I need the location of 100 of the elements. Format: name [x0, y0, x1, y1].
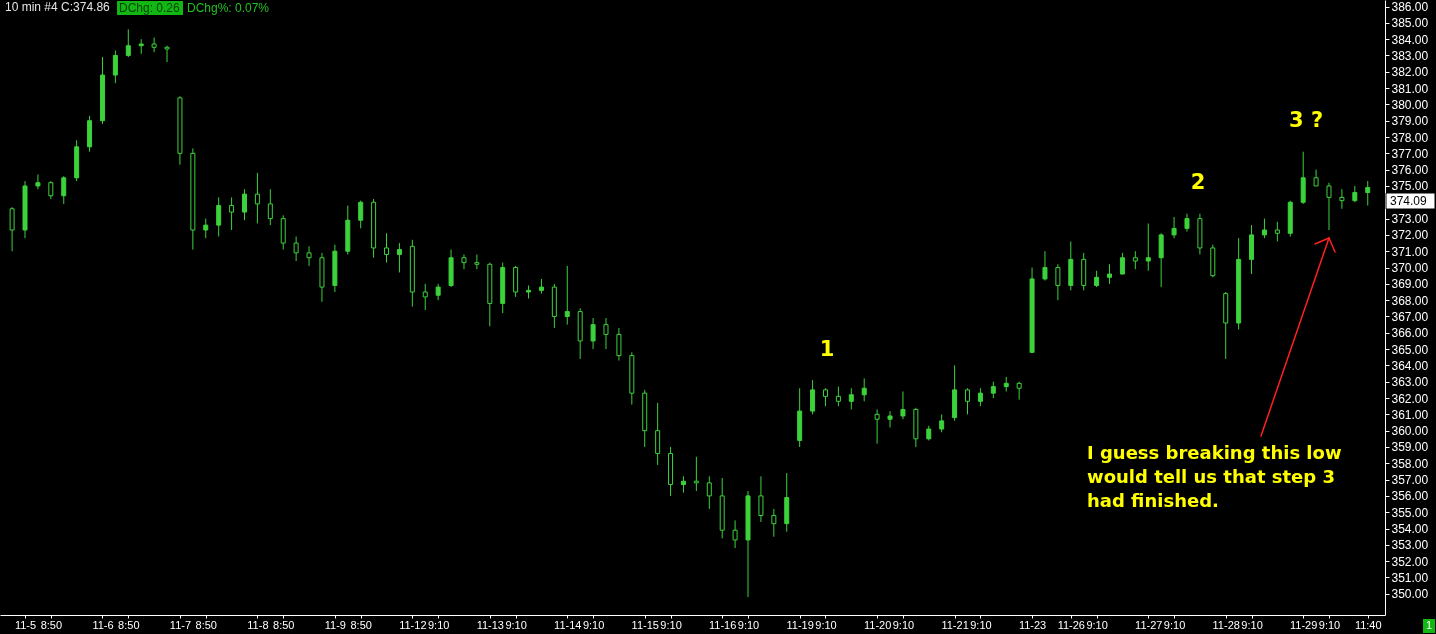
candlestick: [616, 327, 622, 362]
candlestick: [306, 245, 312, 267]
candlestick: [125, 28, 131, 58]
candlestick: [1042, 250, 1048, 282]
y-tick-label: 367.00: [1391, 309, 1429, 324]
annotation: 1: [819, 337, 835, 361]
y-tick-label: 352.00: [1391, 554, 1429, 569]
x-tick-label: 11-21: [941, 618, 969, 631]
y-tick-label: 355.00: [1391, 505, 1429, 520]
y-tick-label: 351.00: [1391, 570, 1429, 585]
annotation: 3 ?: [1288, 108, 1324, 132]
candlestick: [422, 283, 428, 311]
candlestick: [9, 206, 15, 252]
annotation: 2: [1190, 170, 1206, 194]
y-tick-label: 377.00: [1391, 146, 1429, 161]
chart-title: 10 min #4 C:374.86: [5, 0, 111, 14]
x-tick-label: 11-13: [476, 618, 504, 631]
text: 374.09: [1390, 194, 1428, 208]
candlestick: [1107, 263, 1113, 285]
annotation: DChg: 0.26: [119, 1, 181, 15]
candlestick: [771, 508, 777, 538]
candlestick: [396, 242, 402, 273]
x-tick-label: 11-20: [863, 618, 892, 631]
y-tick-label: 383.00: [1391, 48, 1429, 63]
candlestick: [1274, 221, 1280, 242]
y-tick-label: 376.00: [1391, 163, 1429, 178]
y-tick-label: 372.00: [1391, 228, 1429, 243]
candlestick: [706, 475, 712, 510]
candlestick: [203, 218, 209, 239]
y-tick-label: 359.00: [1391, 440, 1429, 455]
x-tick-label: 9:10: [582, 618, 605, 631]
candlestick: [151, 37, 157, 53]
x-tick-label: 11-16: [709, 618, 737, 631]
y-tick-label: 366.00: [1391, 326, 1429, 341]
candlestick: [900, 391, 906, 420]
x-tick-label: 8:50: [273, 618, 295, 631]
candlestick: [758, 475, 764, 523]
y-tick-label: 365.00: [1391, 342, 1429, 357]
annotation: DChg%: 0.07%: [187, 1, 270, 15]
candlestick: [693, 456, 699, 492]
candlestick: [810, 379, 816, 415]
candlestick: [603, 317, 609, 350]
candlestick: [590, 317, 596, 350]
y-tick-label: 370.00: [1391, 261, 1429, 276]
candlestick: [1119, 252, 1125, 275]
x-tick-label: 9:10: [1318, 618, 1341, 631]
candlestick: [655, 402, 661, 466]
y-tick-label: 382.00: [1391, 65, 1429, 80]
candlestick: [1055, 263, 1061, 301]
x-tick-label: 8:50: [195, 618, 217, 631]
x-tick-label: 11-29: [1290, 618, 1318, 631]
y-tick-label: 378.00: [1391, 130, 1429, 145]
candlestick: [1171, 216, 1177, 239]
y-tick-label: 375.00: [1391, 179, 1429, 194]
x-tick-label: 11-28: [1212, 618, 1240, 631]
x-tick-label: 9:10: [737, 618, 760, 631]
y-tick-label: 386.00: [1391, 0, 1429, 15]
x-tick-label: 9:10: [660, 618, 682, 631]
candlestick: [254, 172, 260, 224]
candlestick: [874, 408, 880, 445]
y-tick-label: 354.00: [1391, 522, 1429, 537]
candlestick: [861, 377, 867, 402]
candlestick: [384, 232, 390, 264]
x-tick-label: 11:40: [1354, 618, 1382, 631]
candlestick: [848, 387, 854, 410]
x-tick-label: 11-19: [786, 618, 814, 631]
candlestick: [164, 45, 170, 63]
candlestick: [1326, 182, 1332, 231]
y-tick-label: 364.00: [1391, 358, 1429, 373]
y-tick-label: 385.00: [1391, 16, 1429, 31]
x-tick-label: 9:10: [815, 618, 837, 631]
candlestick: [293, 236, 299, 262]
x-tick-label: 11-27: [1135, 618, 1163, 631]
candlestick: [1158, 232, 1164, 288]
x-tick-label: 9:10: [1241, 618, 1263, 631]
y-tick-label: 356.00: [1391, 489, 1429, 504]
x-tick-label: 9:10: [1163, 618, 1186, 631]
y-tick-label: 353.00: [1391, 538, 1429, 553]
candlestick: [1016, 381, 1022, 401]
y-tick-label: 368.00: [1391, 293, 1429, 308]
x-tick-label: 11-9: [324, 618, 346, 631]
text: 1: [1425, 619, 1433, 631]
y-tick-label: 380.00: [1391, 97, 1429, 112]
candlestick: [216, 196, 222, 238]
x-tick-label: 9:10: [505, 618, 527, 631]
y-tick-label: 360.00: [1391, 424, 1429, 439]
y-tick-label: 361.00: [1391, 407, 1429, 422]
x-tick-label: 8:50: [40, 618, 63, 631]
y-tick-label: 371.00: [1391, 244, 1429, 259]
y-tick-label: 373.00: [1391, 212, 1429, 227]
candlestick: [267, 188, 273, 226]
x-tick-label: 11-5: [14, 618, 37, 631]
annotation: I guess breaking this low would tell us that step 3 had finished.: [1087, 442, 1342, 511]
candlestick: [35, 174, 41, 190]
candlestick: [229, 196, 235, 231]
x-tick-label: 11-8: [247, 618, 269, 631]
candlestick: [242, 188, 247, 221]
candlestick: [1339, 188, 1345, 210]
y-tick-label: 381.00: [1391, 81, 1429, 96]
y-tick-label: 363.00: [1391, 375, 1429, 390]
